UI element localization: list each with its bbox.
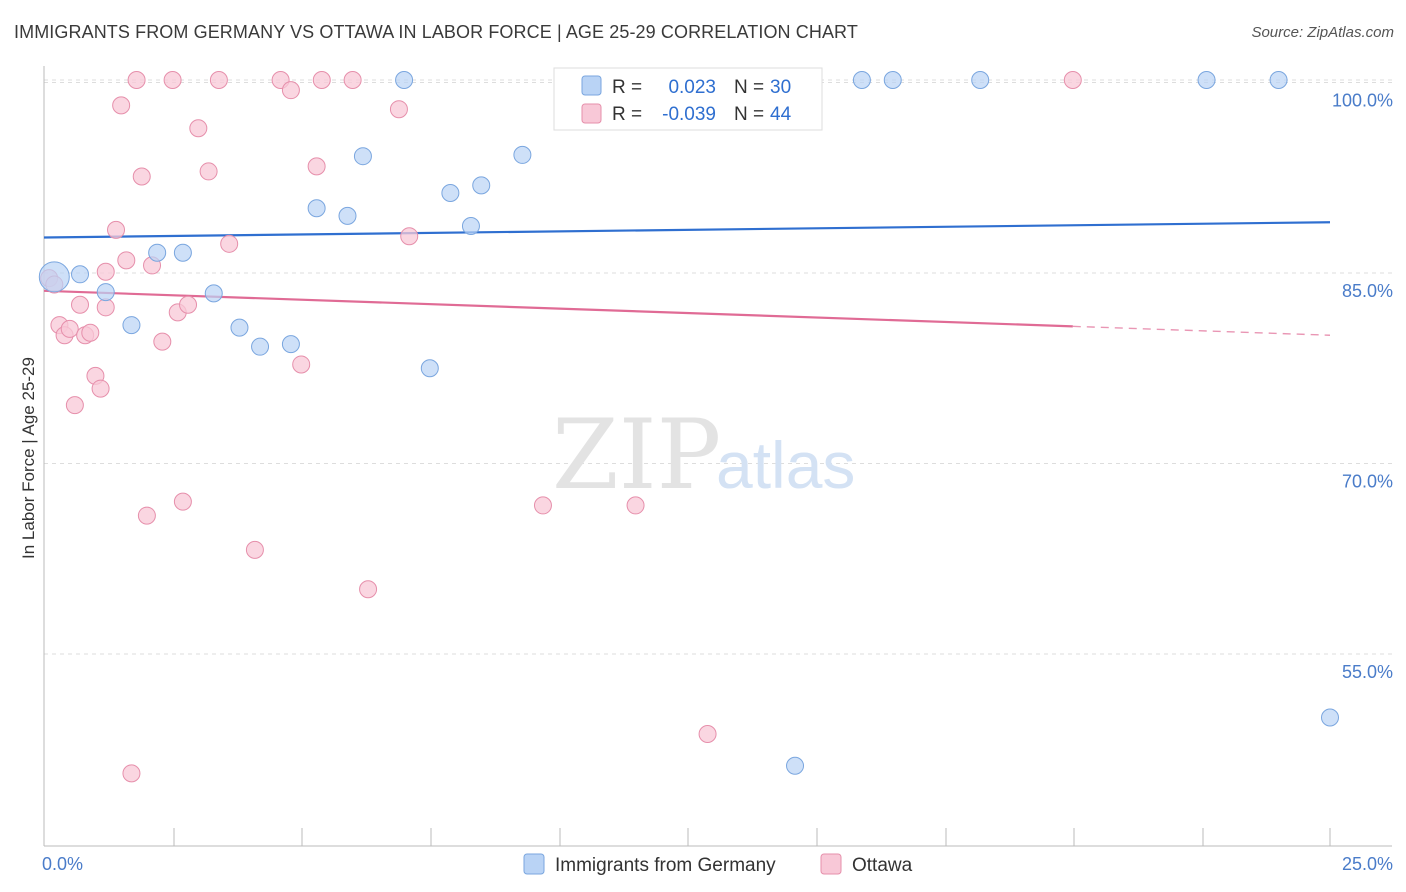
point-germany [173,243,192,262]
point-ottawa [96,298,115,317]
point-ottawa [137,506,156,525]
point-germany [395,71,414,89]
point-ottawa [91,379,110,398]
legend-n-value-ottawa: 44 [770,104,792,125]
point-ottawa [132,167,151,186]
trend-line-ottawa-extension [1072,325,1331,336]
legend-swatch-ottawa [820,853,842,875]
legend-swatch-germany [523,853,545,875]
point-ottawa [107,220,126,239]
y-tick-label: 55.0% [1342,662,1393,682]
point-germany [71,265,90,284]
point-ottawa [312,71,331,89]
point-ottawa [281,81,300,100]
point-germany [971,71,990,89]
correlation-legend: R = 0.023 N = 30 R = -0.039 N = 44 [553,67,823,131]
point-ottawa [96,262,115,281]
point-germany [230,318,249,337]
x-tick-label: 25.0% [1342,854,1393,874]
point-ottawa [359,580,378,599]
point-germany [148,243,167,262]
chart-title: IMMIGRANTS FROM GERMANY VS OTTAWA IN LAB… [14,22,858,42]
point-germany [441,184,460,203]
point-ottawa [389,100,408,119]
point-germany [38,261,70,293]
point-ottawa [626,496,645,515]
trend-lines [43,221,1331,336]
watermark-atlas: atlas [716,428,855,502]
point-ottawa [71,295,90,314]
point-ottawa [122,764,141,783]
data-points [38,69,1339,783]
point-ottawa [60,319,79,338]
x-tick-label: 0.0% [42,854,83,874]
point-ottawa [307,157,326,176]
point-ottawa [292,355,311,374]
point-ottawa [343,71,362,89]
point-ottawa [533,496,552,515]
legend-swatch-ottawa [581,103,602,124]
legend-n-value-germany: 30 [770,77,791,98]
point-germany [96,283,115,302]
point-germany [852,71,871,89]
point-ottawa [127,71,146,89]
watermark: ZIP atlas [552,399,855,511]
y-tick-label: 100.0% [1332,91,1393,111]
y-axis-label: In Labor Force | Age 25-29 [19,357,38,559]
point-germany [461,217,480,236]
x-tick-labels: 0.0% 25.0% [42,854,1393,874]
point-ottawa [117,251,136,270]
point-ottawa [400,227,419,246]
point-ottawa [209,71,228,89]
point-germany [420,359,439,378]
legend-r-value-ottawa: -0.039 [662,104,716,125]
legend-n-label: N = [734,104,764,125]
point-ottawa [81,323,100,342]
point-ottawa [153,332,172,351]
series-legend: Immigrants from Germany Ottawa [523,853,913,876]
legend-label-germany: Immigrants from Germany [555,855,776,876]
point-germany [1269,71,1288,89]
point-germany [1197,71,1216,89]
legend-n-label: N = [734,77,764,98]
y-tick-label: 85.0% [1342,281,1393,301]
trend-line-germany [43,221,1331,239]
point-germany [251,337,270,356]
point-ottawa [173,492,192,511]
point-ottawa [199,162,218,181]
point-germany [307,199,326,218]
watermark-zip: ZIP [552,399,721,511]
point-germany [281,335,300,354]
legend-label-ottawa: Ottawa [852,855,913,876]
y-tick-labels: 100.0% 85.0% 70.0% 55.0% [1332,91,1393,682]
point-ottawa [112,96,131,115]
point-germany [1321,708,1339,727]
point-germany [122,316,141,335]
axes [43,66,1392,847]
point-ottawa [1063,71,1082,89]
point-germany [338,206,357,225]
point-ottawa [189,119,208,138]
point-germany [472,176,491,195]
point-ottawa [220,234,239,253]
point-germany [883,71,902,89]
legend-swatch-germany [581,75,602,96]
point-ottawa [179,295,198,314]
point-ottawa [163,71,182,89]
trend-line-ottawa [43,289,1073,328]
y-tick-label: 70.0% [1342,472,1393,492]
legend-r-label: R = [612,77,642,98]
point-germany [513,145,532,164]
point-ottawa [698,725,717,744]
legend-r-label: R = [612,104,642,125]
point-germany [204,284,223,303]
point-germany [786,756,805,775]
gridlines [44,79,1392,655]
point-ottawa [65,396,84,415]
chart-source: Source: ZipAtlas.com [1251,24,1394,41]
legend-r-value-germany: 0.023 [668,77,716,98]
point-ottawa [245,540,264,559]
point-germany [353,147,372,166]
